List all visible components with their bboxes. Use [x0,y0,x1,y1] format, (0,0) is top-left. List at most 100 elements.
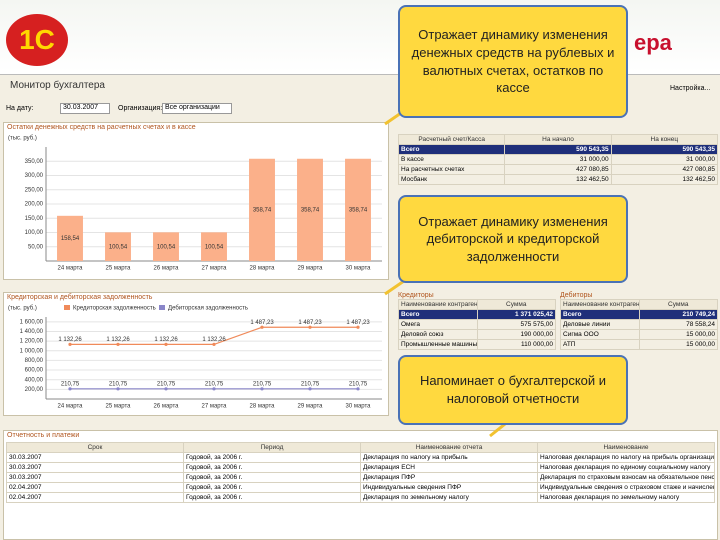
y-tick-label: 150,00 [25,216,44,222]
y-tick-label: 300,00 [25,173,44,179]
reports-panel: Отчетность и платежи Срок Период Наименова… [3,430,718,540]
y-tick-label: 50,00 [28,244,44,250]
data-label: 358,74 [253,207,272,213]
debtors-table: Наименование контрагента Сумма Всего 210 74… [560,299,718,350]
x-tick-label: 27 марта [201,266,227,272]
org-field[interactable]: Все организации [162,103,232,114]
table-row: 02.04.2007 Годовой, за 2006 г. Декларация … [6,492,715,503]
panel-title: Кредиторская и дебиторская задолженность [7,294,153,301]
data-label: 210,75 [205,381,224,387]
point [68,342,72,346]
cell: 110 000,00 [476,339,556,350]
y-tick-label: 800,00 [25,358,44,364]
data-label: 1 132,26 [58,337,82,343]
data-label: 1 132,26 [106,337,130,343]
table: Наименование контрагента Сумма Всего 1 371 … [398,299,556,350]
point [164,342,168,346]
y-tick-label: 600,00 [25,368,44,374]
date-field[interactable]: 30.03.2007 [60,103,110,114]
table-row: АТП 15 000,00 [560,339,718,350]
legend-label: Кредиторская задолженность [73,306,156,312]
x-tick-label: 30 марта [345,404,371,410]
panel-title: Остатки денежных средств на расчетных сч… [7,124,196,131]
bar [105,232,131,261]
data-label: 158,54 [61,236,80,242]
panel-title: Дебиторы [560,292,593,299]
y-tick-label: 200,00 [25,202,44,208]
reports-table: Срок Период Наименование отчета Наименовани… [6,442,715,503]
x-tick-label: 29 марта [297,266,323,272]
bar [57,215,83,261]
x-tick-label: 28 марта [249,404,275,410]
data-label: 100,54 [109,244,128,250]
data-label: 210,75 [253,381,272,387]
data-label: 1 132,26 [154,337,178,343]
point [260,387,264,391]
header-row: Наименование контрагента Сумма [398,299,556,310]
data-label: 1 487,23 [346,320,370,326]
bar [249,158,275,261]
panel-title: Кредиторы [398,292,434,299]
debts-chart: (тыс. руб.) 200,00 400,00 600,00 800,00 1 000… [8,305,382,410]
callout: Напоминает о бухгалтерской и налоговой о… [398,355,628,425]
legend-swatch [159,305,165,310]
x-tick-label: 24 марта [57,266,83,272]
y-tick-label: 1 600,00 [20,319,44,325]
data-label: 1 132,26 [202,337,226,343]
date-label: На дату: [6,105,34,112]
x-tick-label: 27 марта [201,404,227,410]
window-title: Монитор бухгалтера [10,80,105,91]
y-tick-label: 350,00 [25,159,44,165]
x-tick-label: 28 марта [249,266,275,272]
legend-label: Дебиторская задолженность [168,306,248,312]
cash-chart: (тыс. руб.) 50,00 100,00 150,00 200,00 250,00… [8,136,382,272]
data-label: 1 487,23 [298,320,322,326]
point [356,387,360,391]
table-row: Мосбанк 132 462,50 132 462,50 [397,174,719,185]
y-tick-label: 1 000,00 [20,348,44,354]
y-tick-label: 200,00 [25,387,44,393]
callout: Отражает динамику изменения дебиторской … [398,195,628,283]
callout: Отражает динамику изменения денежных сре… [398,5,628,118]
creditors-panel: Кредиторы Наименование контрагента Сумма В… [398,292,556,416]
data-label: 210,75 [301,381,320,387]
y-tick-label: 1 200,00 [20,339,44,345]
y-axis-label: (тыс. руб.) [8,306,37,312]
point [356,325,360,329]
point [212,342,216,346]
legend-swatch [64,305,70,310]
logo: 1С [6,14,68,66]
data-label: 100,54 [157,244,176,250]
bar [201,232,227,261]
point [308,387,312,391]
point [164,387,168,391]
data-label: 210,75 [157,381,176,387]
y-tick-label: 250,00 [25,187,44,193]
slide-title: ера [634,30,672,55]
creditors-table: Наименование контрагента Сумма Всего 1 371 … [398,299,556,350]
x-tick-label: 30 марта [345,266,371,272]
cell: 132 462,50 [610,174,719,185]
y-tick-label: 1 400,00 [20,329,44,335]
data-label: 210,75 [61,381,80,387]
data-label: 100,54 [205,244,224,250]
debts-panel: Кредиторская и дебиторская задолженность… [3,292,389,416]
x-tick-label: 29 марта [297,404,323,410]
settings-button[interactable]: Настройка... [670,85,711,92]
table: Наименование контрагента Сумма Всего 210 74… [560,299,718,350]
point [116,387,120,391]
table-row: 30.03.2007 Годовой, за 2006 г. Декларация … [6,462,715,473]
y-axis-label: (тыс. руб.) [8,136,37,142]
org-label: Организация: [118,105,163,112]
table-row: 30.03.2007 Годовой, за 2006 г. Декларация … [6,472,715,483]
data-label: 1 487,23 [250,320,274,326]
panel-title: Отчетность и платежи [7,432,80,439]
point [68,387,72,391]
x-tick-label: 25 марта [105,404,131,410]
point [260,325,264,329]
table-row: 30.03.2007 Годовой, за 2006 г. Декларация … [6,452,715,463]
cash-panel: Остатки денежных средств на расчетных сч… [3,122,389,280]
debtors-panel: Дебиторы Наименование контрагента Сумма Вс… [560,292,718,416]
x-tick-label: 24 марта [57,404,83,410]
data-label: 358,74 [301,207,320,213]
